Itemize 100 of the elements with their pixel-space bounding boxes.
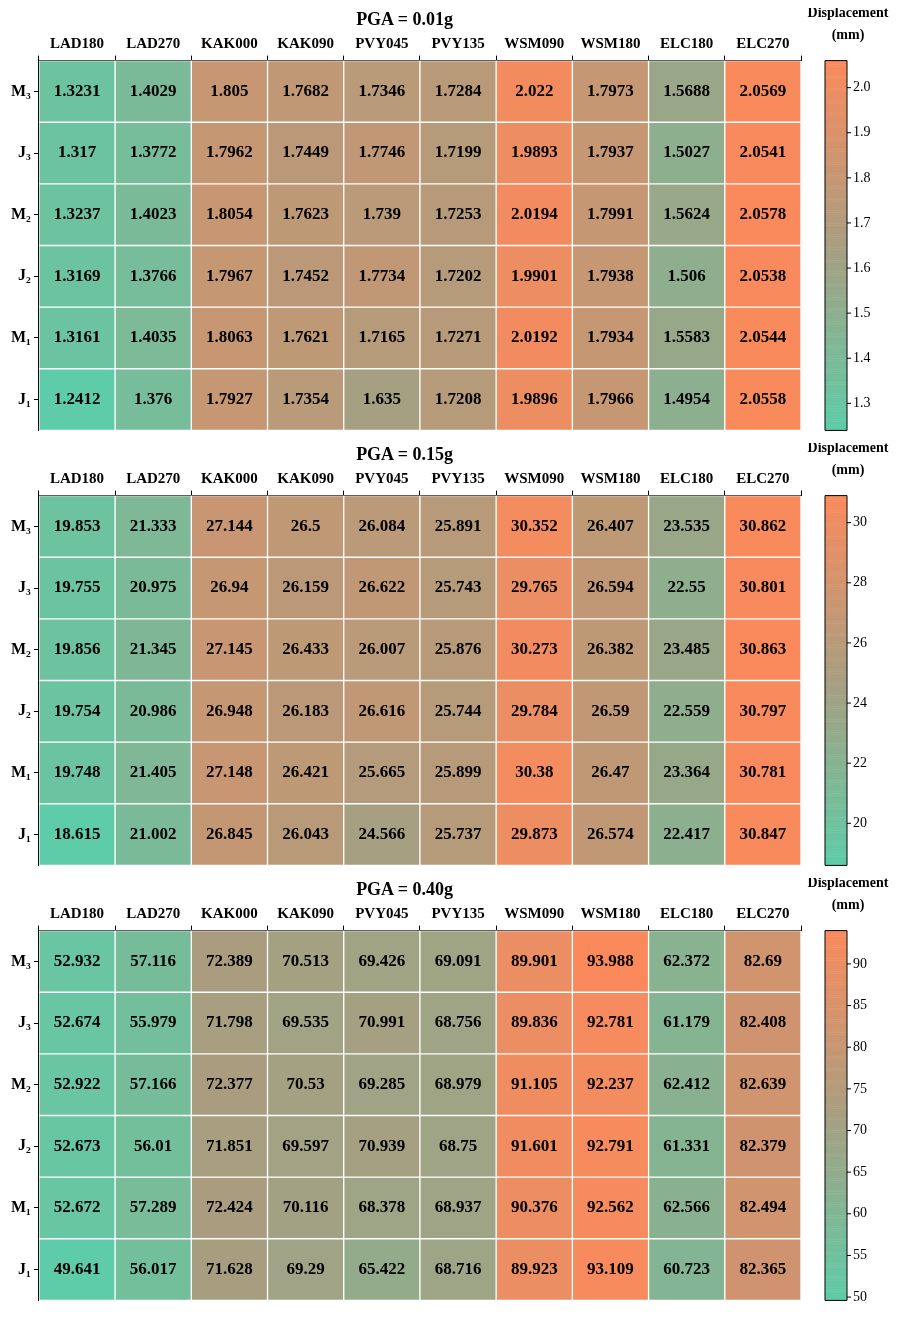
x-tick-label: ELC270 [736, 470, 790, 487]
data-label: 61.331 [663, 1135, 711, 1155]
data-label: 26.084 [358, 515, 406, 535]
data-label: 25.665 [358, 762, 406, 782]
data-label: 1.739 [362, 204, 401, 224]
data-label: 52.674 [53, 1012, 101, 1032]
y-tick-label: J₂ [18, 1136, 32, 1154]
y-tick-label: J₃ [18, 1013, 32, 1031]
data-label: 1.7208 [434, 388, 482, 408]
data-label: 2.0569 [739, 80, 787, 100]
data-label: 71.628 [206, 1258, 253, 1278]
x-tick-label: LAD270 [126, 905, 181, 922]
data-label: 1.8063 [206, 327, 253, 347]
color-bar-label: 60 [853, 1205, 867, 1221]
data-label: 1.9896 [510, 388, 558, 408]
data-label: 1.7746 [358, 142, 406, 162]
data-label: 25.876 [434, 639, 482, 659]
data-label: 1.7165 [358, 327, 406, 347]
y-tick-label: M₂ [10, 639, 32, 657]
data-label: 27.144 [206, 515, 254, 535]
data-label: 1.7973 [587, 80, 634, 100]
data-label: 90.376 [510, 1197, 558, 1217]
data-label: 30.781 [739, 762, 787, 782]
y-tick-label: M₁ [10, 328, 32, 346]
data-label: 19.856 [53, 639, 101, 659]
data-label: 89.836 [510, 1012, 558, 1032]
data-label: 26.574 [587, 823, 635, 843]
data-label: 26.616 [358, 700, 406, 720]
data-label: 29.873 [510, 823, 558, 843]
x-tick-label: WSM180 [580, 905, 641, 922]
data-label: 1.3169 [53, 265, 101, 285]
data-label: 1.7966 [587, 388, 634, 408]
data-label: 26.5 [290, 515, 321, 535]
data-label: 2.0538 [739, 265, 787, 285]
data-label: 30.863 [739, 639, 787, 659]
data-label: 2.0192 [510, 327, 558, 347]
data-label: 21.002 [129, 823, 177, 843]
data-label: 52.672 [53, 1197, 101, 1217]
data-label: 1.7354 [282, 388, 330, 408]
data-label: 1.5688 [663, 80, 711, 100]
data-label: 68.716 [434, 1258, 482, 1278]
data-label: 26.159 [282, 577, 330, 597]
data-label: 1.7253 [434, 204, 482, 224]
data-label: 1.2412 [53, 388, 101, 408]
color-bar-label: 20 [853, 814, 867, 830]
x-tick-label: WSM180 [580, 35, 641, 52]
data-label: 20.986 [129, 700, 177, 720]
data-label: 52.932 [53, 950, 101, 970]
x-tick-label: PVY045 [355, 35, 409, 52]
data-label: 2.0578 [739, 204, 787, 224]
x-tick-label: KAK000 [201, 35, 258, 52]
data-label: 25.899 [434, 762, 482, 782]
data-label: 25.743 [434, 577, 482, 597]
data-label: 70.53 [286, 1074, 325, 1094]
color-bar-label: 50 [853, 1288, 867, 1304]
color-bar-label: 30 [853, 514, 867, 530]
data-label: 1.7967 [206, 265, 254, 285]
x-tick-label: PVY135 [431, 905, 485, 922]
data-label: 27.148 [206, 762, 253, 782]
y-tick-label: J₃ [18, 143, 32, 161]
color-bar-label: 1.5 [853, 304, 871, 320]
x-tick-label: ELC270 [736, 905, 790, 922]
data-label: 91.105 [510, 1074, 558, 1094]
data-label: 26.845 [206, 823, 253, 843]
y-tick-label: J₂ [18, 701, 32, 719]
data-label: 65.422 [358, 1258, 406, 1278]
data-label: 30.847 [739, 823, 787, 843]
x-tick-label: LAD180 [49, 470, 105, 487]
y-tick-label: J₁ [18, 1259, 32, 1277]
data-label: 92.237 [587, 1074, 635, 1094]
color-bar-label: 22 [853, 754, 867, 770]
x-tick-label: LAD180 [49, 35, 105, 52]
data-label: 70.116 [282, 1197, 329, 1217]
data-label: 26.622 [358, 577, 406, 597]
data-label: 92.781 [587, 1012, 634, 1032]
x-tick-label: KAK090 [277, 35, 334, 52]
data-label: 26.407 [587, 515, 635, 535]
data-label: 1.805 [210, 80, 249, 100]
color-bar-label: 1.7 [853, 214, 871, 230]
data-label: 29.784 [510, 700, 559, 720]
data-label: 71.798 [206, 1012, 253, 1032]
x-tick-label: ELC180 [660, 35, 714, 52]
data-label: 57.289 [129, 1197, 177, 1217]
data-label: 1.3161 [53, 327, 101, 347]
data-label: 57.166 [129, 1074, 177, 1094]
x-tick-label: WSM090 [504, 470, 565, 487]
color-bar-label: 1.4 [853, 349, 871, 365]
y-tick-label: M₁ [10, 763, 32, 781]
y-tick-label: M₃ [10, 951, 32, 969]
data-label: 62.412 [663, 1074, 711, 1094]
y-tick-label: M₂ [10, 1074, 32, 1092]
data-label: 69.535 [282, 1012, 330, 1032]
x-tick-label: LAD270 [126, 35, 181, 52]
data-label: 1.3237 [53, 204, 101, 224]
color-bar-label: 70 [853, 1122, 867, 1138]
data-label: 82.408 [739, 1012, 787, 1032]
data-label: 1.5027 [663, 142, 711, 162]
chart-title: PGA = 0.01g [356, 9, 453, 30]
color-bar-label: 1.9 [853, 124, 871, 140]
x-tick-label: KAK090 [277, 470, 334, 487]
